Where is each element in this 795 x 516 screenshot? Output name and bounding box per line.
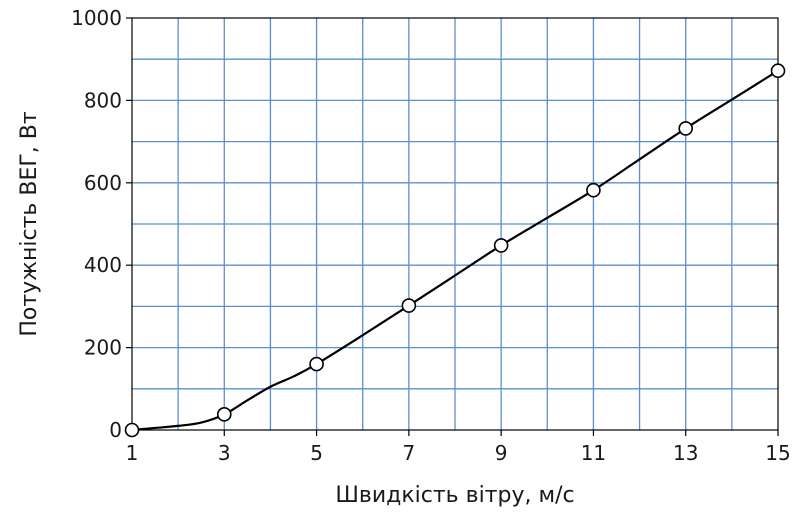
x-tick-label: 9	[495, 441, 508, 465]
y-tick-label: 600	[84, 171, 122, 195]
data-point	[309, 356, 324, 372]
x-tick-label: 13	[673, 441, 698, 465]
y-tick-label: 800	[84, 88, 122, 112]
data-markers	[124, 63, 786, 438]
series-line	[130, 69, 780, 432]
data-point	[124, 422, 140, 438]
data-point	[586, 182, 601, 198]
x-tick-label: 1	[126, 441, 139, 465]
data-point	[216, 407, 232, 422]
y-tick-label: 400	[84, 253, 122, 277]
x-tick-label: 3	[218, 441, 231, 465]
y-axis-label: Потужність ВЕГ, Вт	[17, 111, 42, 337]
y-tick-label: 200	[84, 336, 122, 360]
x-tick-label: 5	[310, 441, 323, 465]
x-tick-label: 7	[402, 441, 415, 465]
x-tick-label: 11	[581, 441, 606, 465]
data-point	[401, 298, 417, 313]
y-tick-label: 1000	[71, 6, 122, 30]
data-point	[770, 63, 786, 79]
grid	[132, 18, 778, 430]
data-point	[493, 238, 509, 253]
x-tick-label: 15	[765, 441, 790, 465]
x-axis-label: Швидкість вітру, м/с	[335, 483, 574, 508]
data-point	[678, 121, 694, 136]
plot-border	[131, 17, 779, 431]
y-tick-label: 0	[109, 418, 122, 442]
